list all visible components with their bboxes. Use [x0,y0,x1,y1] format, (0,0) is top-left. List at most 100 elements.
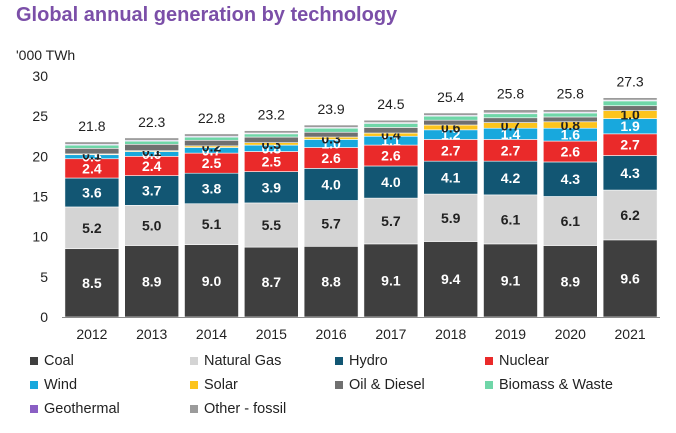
bar-stack-2014: 9.05.13.82.50.70.222.8 [184,110,239,318]
bar-segment-natural-gas [303,200,359,247]
data-label: 8.5 [82,275,102,291]
legend-label: Other - fossil [204,401,287,417]
data-label: 9.0 [202,273,222,289]
chart-title: Global annual generation by technology [16,4,398,26]
legend-label: Biomass & Waste [499,377,613,393]
data-label: 2.7 [501,142,521,158]
data-label: 2.5 [202,155,222,171]
total-label: 23.9 [317,101,344,117]
data-label: 1.6 [561,127,581,143]
legend-swatch [190,381,198,389]
legend-label: Natural Gas [204,353,282,369]
data-label: 8.8 [321,274,341,290]
bar-segment-other-fossil [542,109,598,113]
legend-swatch [335,357,343,365]
legend-item: Nuclear [485,353,549,369]
legend-swatch [190,357,198,365]
data-label: 5.9 [441,210,461,226]
bar-segment-natural-gas [244,202,299,248]
total-label: 25.8 [557,86,584,102]
x-tick-label: 2019 [495,326,526,342]
bar-stack-2017: 9.15.74.02.61.10.424.5 [363,96,419,318]
bar-stack-2020: 8.96.14.32.61.60.825.8 [542,86,598,318]
data-label: 5.0 [142,217,162,233]
total-label: 21.8 [78,118,105,134]
bar-segment-natural-gas [423,193,479,242]
data-label: 4.0 [381,174,401,190]
data-label: 5.7 [321,215,341,231]
bar-segment-hydro [124,175,179,206]
data-label: 6.1 [561,213,581,229]
bar-segment-biomass-waste [542,112,598,118]
y-tick-label: 20 [32,148,48,164]
bar-segment-hydro [303,168,359,201]
data-label: 2.4 [142,158,162,174]
bar-stack-2013: 8.95.03.72.40.60.122.3 [124,114,179,318]
bar-segment-natural-gas [363,197,419,245]
bar-segment-biomass-waste [303,127,359,133]
bar-segment-hydro [542,161,598,197]
y-tick-label: 15 [32,189,48,205]
bar-segment-other-fossil [423,112,479,116]
legend-swatch [30,405,38,413]
bar-segment-coal [64,248,120,318]
bar-segment-oil-diesel [124,143,179,152]
data-label: 8.9 [142,273,162,289]
bar-stack-2018: 9.45.94.12.71.20.625.4 [423,89,479,318]
bar-segment-biomass-waste [483,113,538,119]
x-tick-label: 2012 [76,326,107,342]
bar-stack-2016: 8.85.74.02.61.00.323.9 [303,101,359,318]
data-label: 9.6 [620,270,640,286]
legend-label: Hydro [349,353,388,369]
bar-segment-hydro [423,160,479,195]
data-label: 9.1 [381,272,401,288]
legend-item: Geothermal [30,401,120,417]
data-label: 5.2 [82,220,102,236]
bar-segment-other-fossil [124,137,179,141]
bar-segment-hydro [363,165,419,199]
legend-swatch [30,381,38,389]
legend-item: Biomass & Waste [485,377,613,393]
bar-segment-hydro [244,171,299,204]
data-label: 1.4 [501,126,521,142]
bar-segment-biomass-waste [602,100,658,107]
bar-segment-coal [303,246,359,318]
bars: 8.55.23.62.40.50.121.88.95.03.72.40.60.1… [64,74,658,318]
data-label: 4.0 [321,176,341,192]
data-label: 2.6 [381,148,401,164]
bar-segment-coal [602,239,658,318]
bar-segment-oil-diesel [602,105,658,111]
data-label: 4.3 [561,171,581,187]
bar-stack-2015: 8.75.53.92.50.80.323.2 [244,107,299,318]
y-axis-unit-label: '000 TWh [16,47,75,63]
legend-label: Nuclear [499,353,549,369]
total-label: 25.4 [437,89,464,105]
x-tick-label: 2013 [136,326,167,342]
bar-segment-oil-diesel [303,131,359,138]
x-tick-label: 2014 [196,326,227,342]
bar-segment-natural-gas [184,203,239,245]
y-axis: 0 5 10 15 20 25 30 [32,68,48,325]
legend-label: Oil & Diesel [349,377,425,393]
data-label: 3.7 [142,182,162,198]
x-tick-label: 2021 [615,326,646,342]
bar-segment-oil-diesel [64,148,120,155]
data-label: 2.7 [620,137,640,153]
data-label: 2.6 [321,150,341,166]
y-tick-label: 10 [32,229,48,245]
bar-segment-hydro [602,155,658,191]
data-label: 3.8 [202,180,222,196]
data-label: 6.2 [620,207,640,223]
data-label: 2.4 [82,160,102,176]
bar-segment-natural-gas [483,194,538,245]
legend-label: Geothermal [44,401,120,417]
data-label: 6.1 [501,211,521,227]
bar-segment-other-fossil [303,124,359,128]
bar-segment-oil-diesel [363,127,419,134]
bar-segment-oil-diesel [542,116,598,123]
bar-segment-other-fossil [602,97,658,101]
legend-item: Other - fossil [190,401,286,417]
bar-segment-coal [184,244,239,318]
data-label: 9.1 [501,272,521,288]
y-tick-label: 0 [40,309,48,325]
